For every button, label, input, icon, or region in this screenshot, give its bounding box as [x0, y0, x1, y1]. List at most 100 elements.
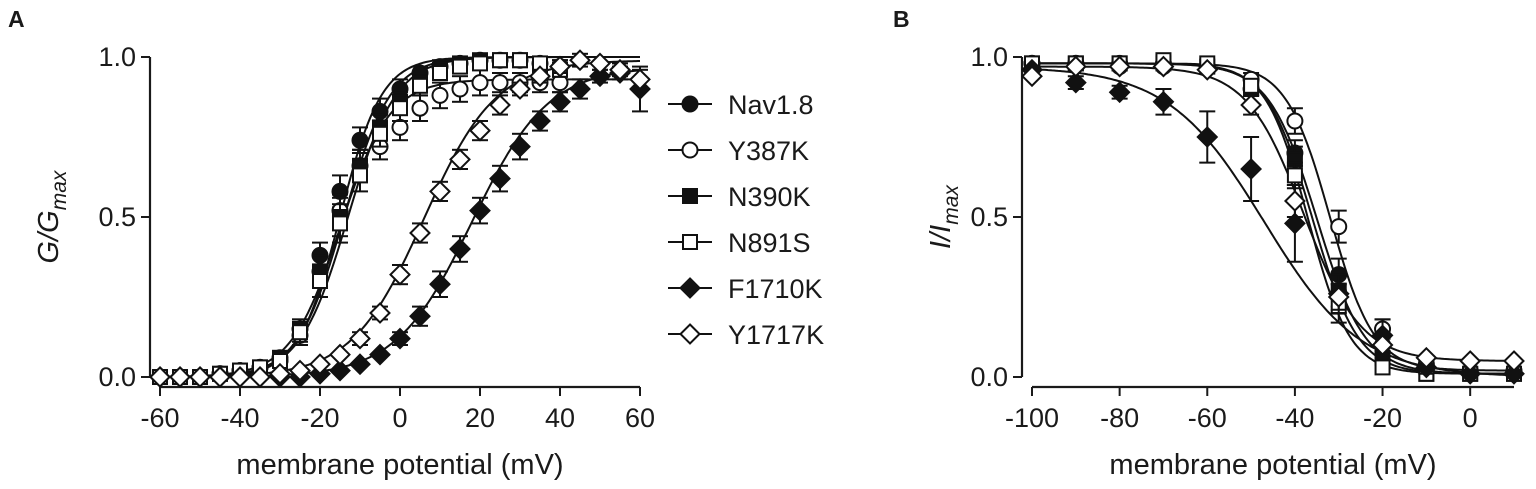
data-point	[229, 366, 251, 388]
data-point	[1459, 362, 1482, 385]
y-tick-label: 1.0	[970, 42, 1008, 72]
data-point	[1196, 126, 1219, 148]
data-point	[292, 324, 308, 341]
legend-marker	[681, 141, 699, 159]
data-point	[1240, 158, 1263, 180]
data-point	[529, 110, 551, 132]
data-point	[1327, 286, 1350, 308]
legend-item: N390K	[668, 182, 811, 212]
legend-item: F1710K	[668, 274, 823, 304]
data-point	[1459, 350, 1482, 372]
data-point	[369, 343, 391, 366]
legend-marker	[682, 234, 698, 250]
data-point	[1196, 58, 1219, 81]
data-point	[432, 65, 448, 81]
data-point	[169, 366, 191, 388]
data-point	[411, 99, 429, 117]
data-point	[609, 58, 631, 81]
data-point	[1503, 362, 1525, 385]
x-tick-label: -60	[140, 403, 179, 433]
data-point	[1064, 55, 1087, 78]
x-tick-label: 0	[1463, 403, 1478, 433]
data-point	[249, 366, 271, 388]
x-tick-label: -40	[1275, 403, 1314, 433]
y-tick-label: 0.5	[970, 202, 1008, 232]
data-point	[491, 74, 509, 92]
data-point	[492, 52, 508, 69]
data-point	[629, 68, 651, 91]
x-axis-title: membrane potential (mV)	[236, 449, 563, 481]
data-point	[1283, 212, 1306, 235]
legend-label: N891S	[728, 228, 811, 258]
legend-item: Nav1.8	[668, 90, 814, 120]
y-axis-title: G/Gmax	[33, 169, 71, 263]
legend-item: N891S	[668, 228, 811, 258]
data-point	[1415, 346, 1438, 369]
data-point	[449, 148, 471, 171]
data-point	[391, 118, 409, 136]
data-point	[389, 263, 411, 286]
x-tick-label: -80	[1100, 403, 1139, 433]
legend-item: Y387K	[668, 136, 809, 166]
data-point	[469, 119, 491, 142]
x-tick-label: -60	[1188, 403, 1227, 433]
data-point	[1283, 190, 1306, 212]
data-point	[472, 55, 488, 72]
data-point	[389, 327, 411, 350]
data-point	[431, 86, 449, 104]
data-point	[369, 302, 391, 324]
series-y1717k	[1021, 55, 1525, 372]
data-point	[309, 353, 331, 376]
x-tick-label: 40	[545, 403, 575, 433]
y-tick-label: 1.0	[98, 42, 136, 72]
data-point	[489, 167, 511, 190]
fit-curve-f1710k	[1031, 68, 1515, 377]
x-tick-label: -40	[220, 403, 259, 433]
data-point	[451, 80, 469, 98]
y-axis-title: I/Imax	[925, 184, 963, 249]
data-point	[549, 55, 571, 78]
data-point	[352, 167, 368, 184]
data-point	[349, 327, 371, 350]
data-point	[329, 359, 351, 382]
data-point	[392, 100, 408, 117]
x-tick-label: 0	[392, 403, 407, 433]
data-point	[209, 366, 231, 388]
data-point	[269, 362, 291, 385]
panel-a-letter: A	[8, 6, 25, 32]
data-point	[189, 366, 211, 388]
data-point	[449, 238, 471, 260]
legend-label: F1710K	[728, 274, 823, 304]
data-point	[509, 135, 531, 158]
data-point	[1108, 81, 1131, 104]
data-point	[289, 359, 311, 382]
series-y387k	[1023, 54, 1523, 380]
data-point	[149, 366, 171, 388]
data-point	[329, 343, 351, 366]
fit-curve-n390k	[1032, 62, 1514, 375]
data-point	[569, 49, 591, 72]
x-tick-label: -100	[1005, 403, 1059, 433]
data-point	[1021, 65, 1043, 88]
y-axis-title-main: G/G	[33, 210, 65, 263]
legend-label: Y387K	[728, 136, 809, 166]
data-point	[429, 273, 451, 296]
data-point	[1152, 55, 1175, 78]
data-point	[351, 131, 369, 149]
x-tick-label: -20	[300, 403, 339, 433]
legend-label: N390K	[728, 182, 811, 212]
data-point	[589, 52, 611, 75]
data-point	[1240, 94, 1263, 116]
y-axis-title-sub: max	[940, 184, 963, 225]
data-point	[489, 94, 511, 116]
y-tick-label: 0.0	[98, 362, 136, 392]
data-point	[312, 273, 328, 289]
x-tick-label: 60	[625, 403, 655, 433]
legend-marker	[681, 95, 699, 113]
data-point	[529, 65, 551, 88]
data-point	[1152, 90, 1175, 113]
series-y1717k	[149, 49, 651, 388]
data-point	[332, 215, 348, 232]
x-axis-title: membrane potential (mV)	[1109, 449, 1436, 481]
